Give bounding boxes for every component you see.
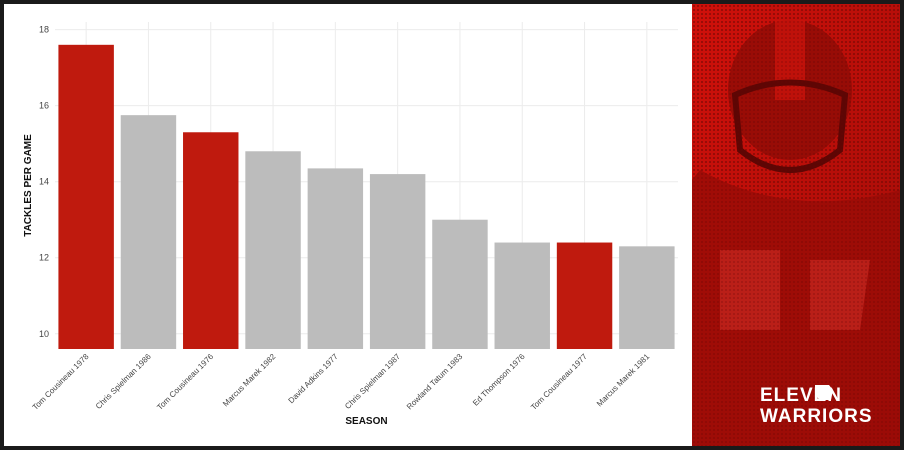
- y-axis-title: TACKLES PER GAME: [23, 134, 34, 237]
- bar: [619, 246, 675, 349]
- y-tick-label: 18: [39, 25, 49, 35]
- bar: [556, 242, 613, 349]
- y-tick-label: 10: [39, 329, 49, 339]
- bar: [183, 132, 239, 349]
- bar: [369, 174, 426, 349]
- x-axis-title: SEASON: [345, 416, 387, 427]
- y-tick-label: 12: [39, 253, 49, 263]
- bar: [494, 242, 550, 349]
- y-tick-label: 14: [39, 177, 49, 187]
- logo-icon: [815, 385, 833, 400]
- logo-line: WARRIORS: [760, 406, 873, 427]
- y-tick-label: 16: [39, 101, 49, 111]
- bar: [432, 219, 488, 349]
- bar: [307, 168, 364, 349]
- bar: [245, 151, 301, 349]
- photo-panel: [692, 4, 900, 446]
- bar: [58, 44, 114, 349]
- bar: [120, 115, 177, 349]
